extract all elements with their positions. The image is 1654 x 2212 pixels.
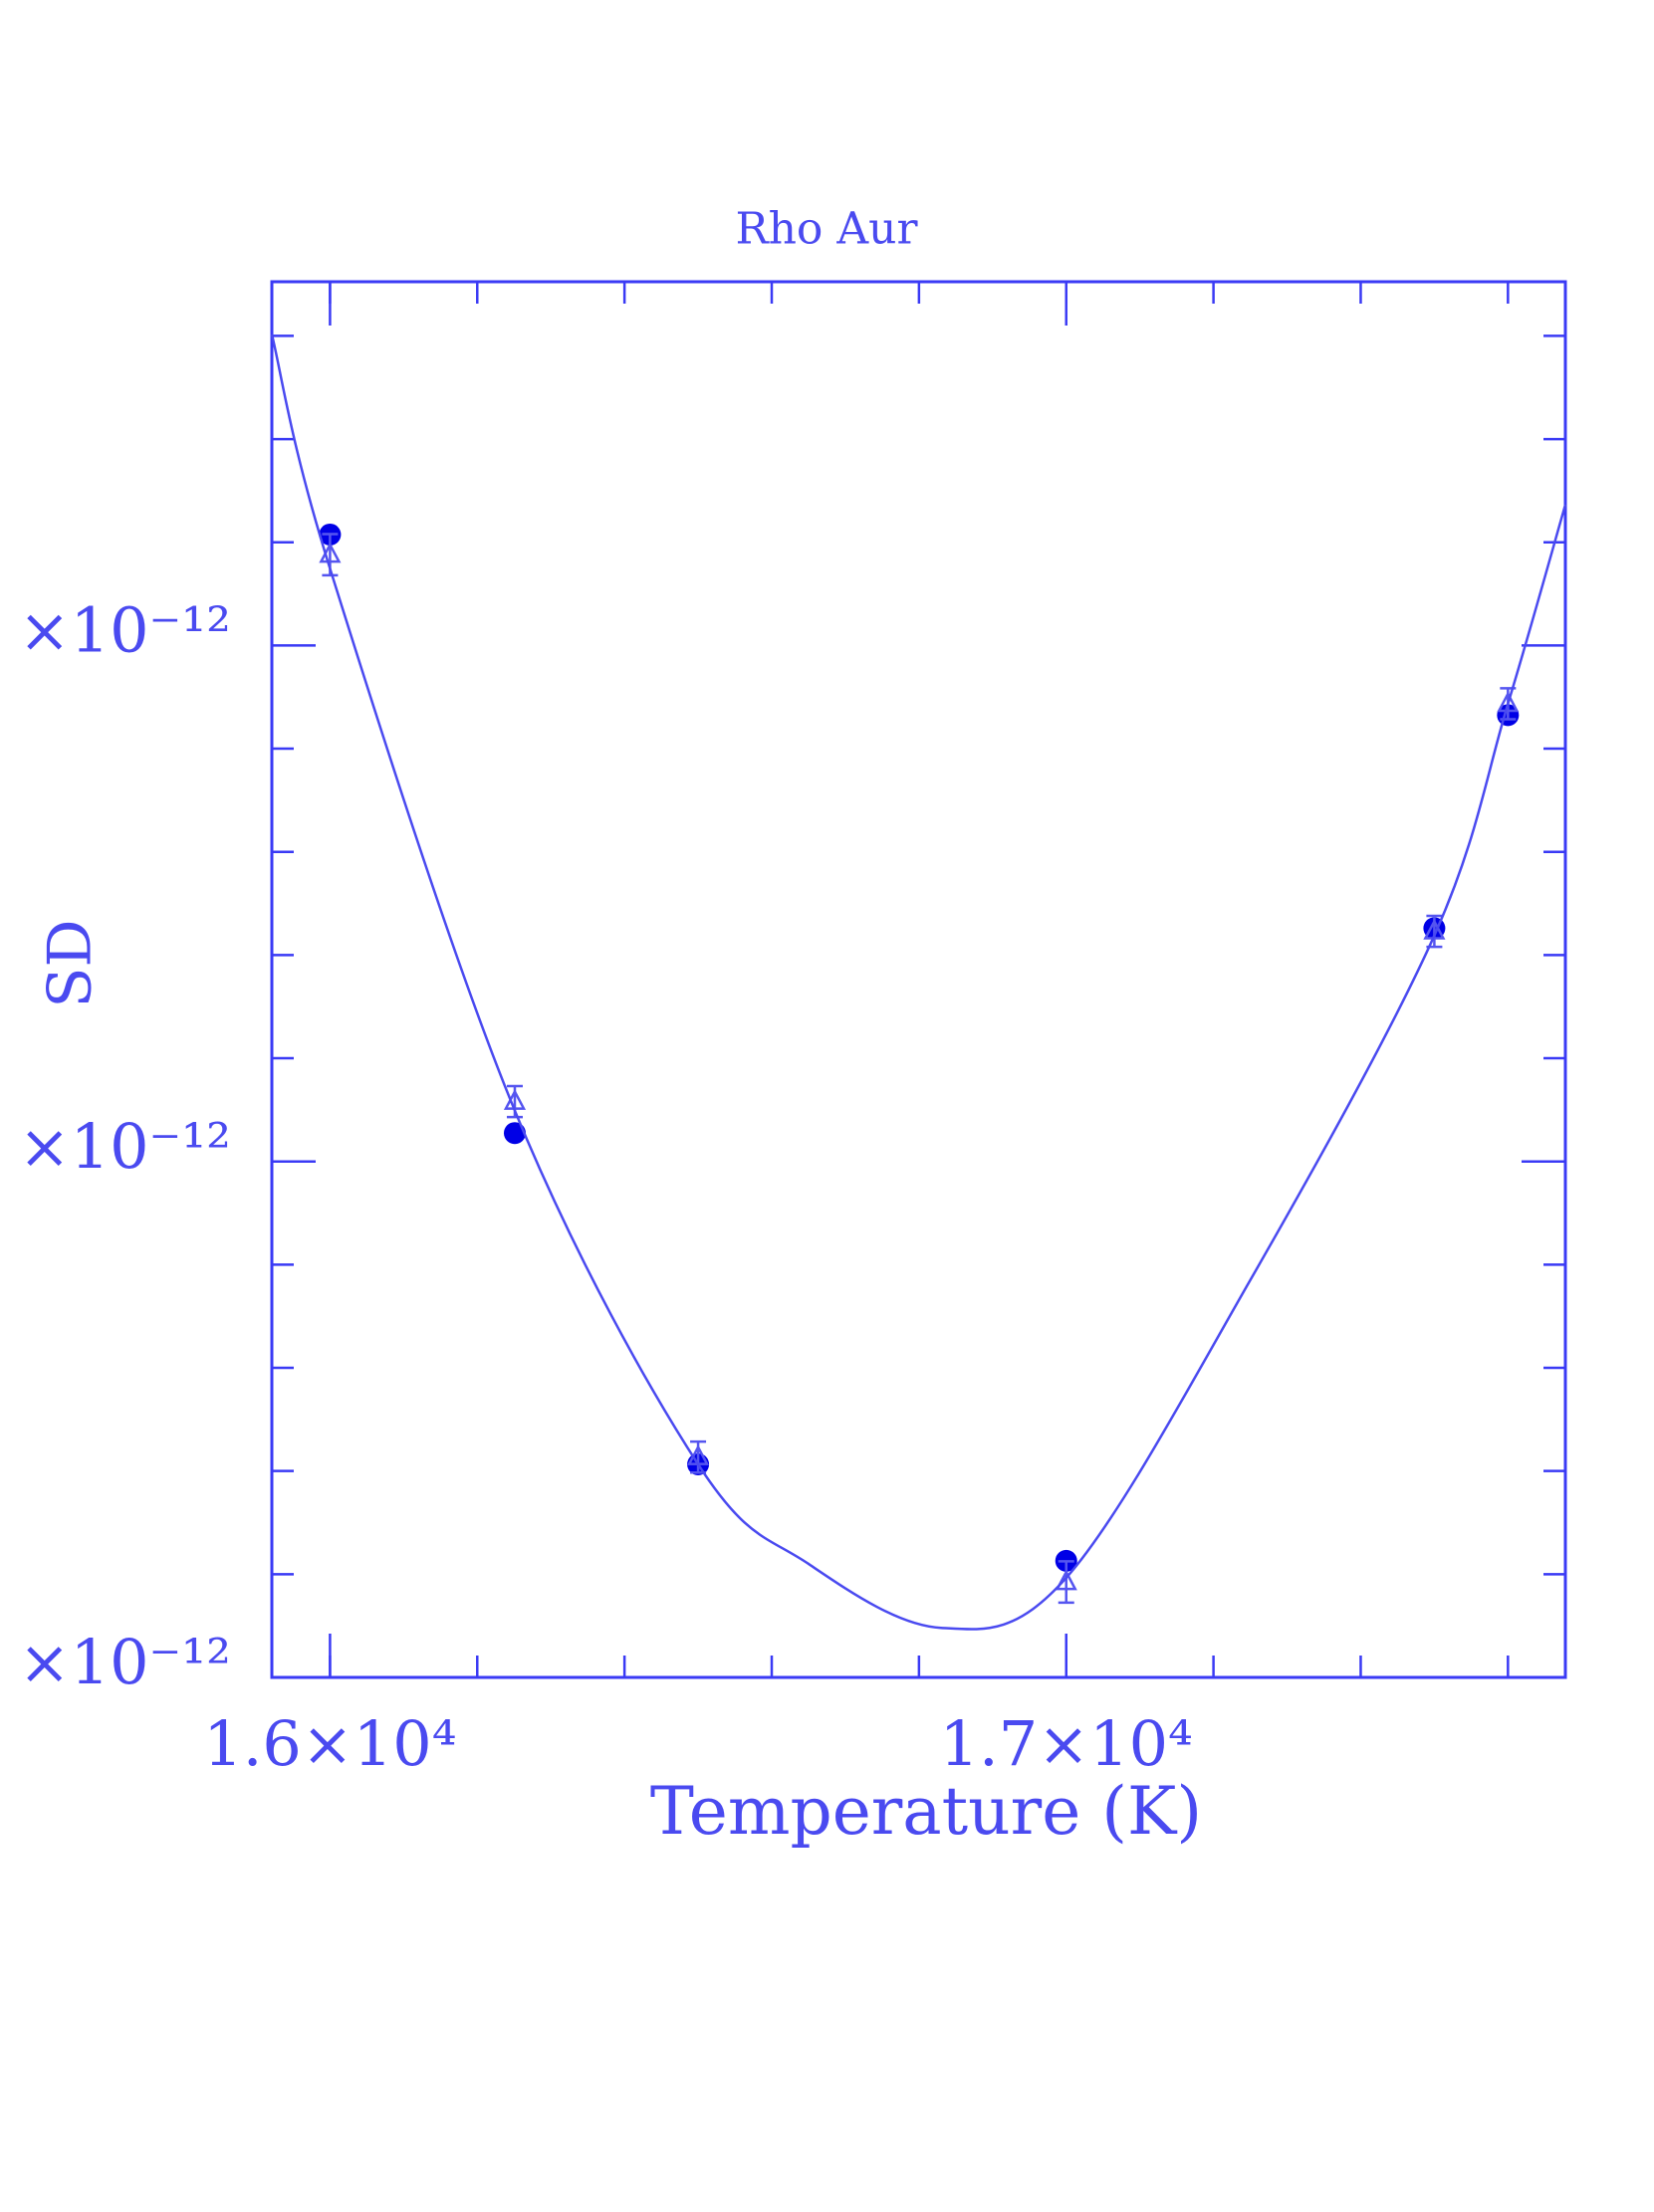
data-point-triangle [1055, 1569, 1077, 1591]
x-tick-label: 1.6×10⁴ [203, 1707, 456, 1780]
y-tick-label: ×10⁻¹² [19, 1626, 231, 1698]
data-point-triangle [1497, 691, 1520, 713]
error-bar [1058, 1560, 1074, 1605]
data-point [503, 1122, 526, 1145]
y-axis-label: SD [36, 919, 106, 1007]
y-tick-label: ×10⁻¹² [19, 1110, 231, 1183]
y-tick-label: ×10⁻¹² [19, 594, 231, 667]
x-axis-label: Temperature (K) [650, 1773, 1202, 1850]
x-tick-label: 1.7×10⁴ [940, 1707, 1193, 1780]
fit-curve [270, 333, 1567, 1631]
chart-title: Rho Aur [735, 204, 918, 255]
